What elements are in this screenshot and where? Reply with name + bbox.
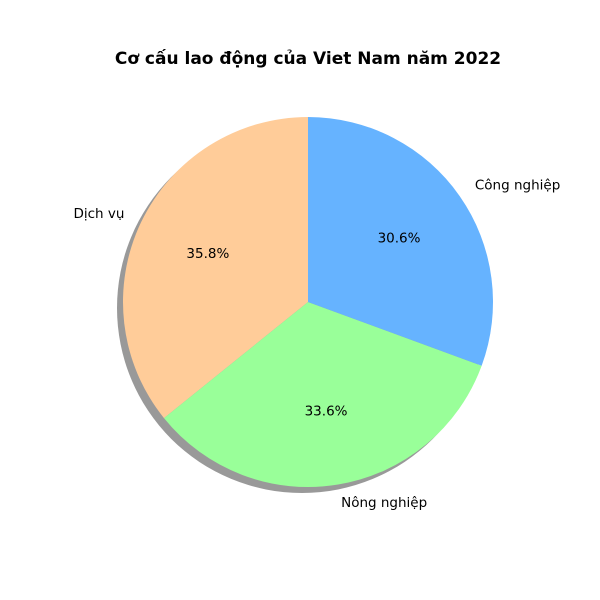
chart-title: Cơ cấu lao động của Viet Nam năm 2022 — [115, 48, 501, 69]
slice-label-nong-nghiep: Nông nghiệp — [341, 495, 427, 511]
slice-label-cong-nghiep: Công nghiệp — [475, 178, 560, 194]
pie-slice-cong-nghiep — [308, 117, 493, 366]
slice-label-dich-vu: Dịch vụ — [73, 206, 124, 222]
pie-slices-layer — [122, 117, 493, 488]
pie-labels-layer: Dịch vụ 35.8% Nông nghiệp 33.6% Công nghiệp 3… — [73, 178, 560, 511]
slice-percent-nong-nghiep: 33.6% — [305, 404, 348, 420]
pie-slice-dich-vu — [122, 117, 308, 419]
pie-slice-nong-nghiep — [163, 302, 482, 488]
slice-percent-dich-vu: 35.8% — [186, 246, 229, 262]
slice-percent-cong-nghiep: 30.6% — [378, 230, 421, 246]
